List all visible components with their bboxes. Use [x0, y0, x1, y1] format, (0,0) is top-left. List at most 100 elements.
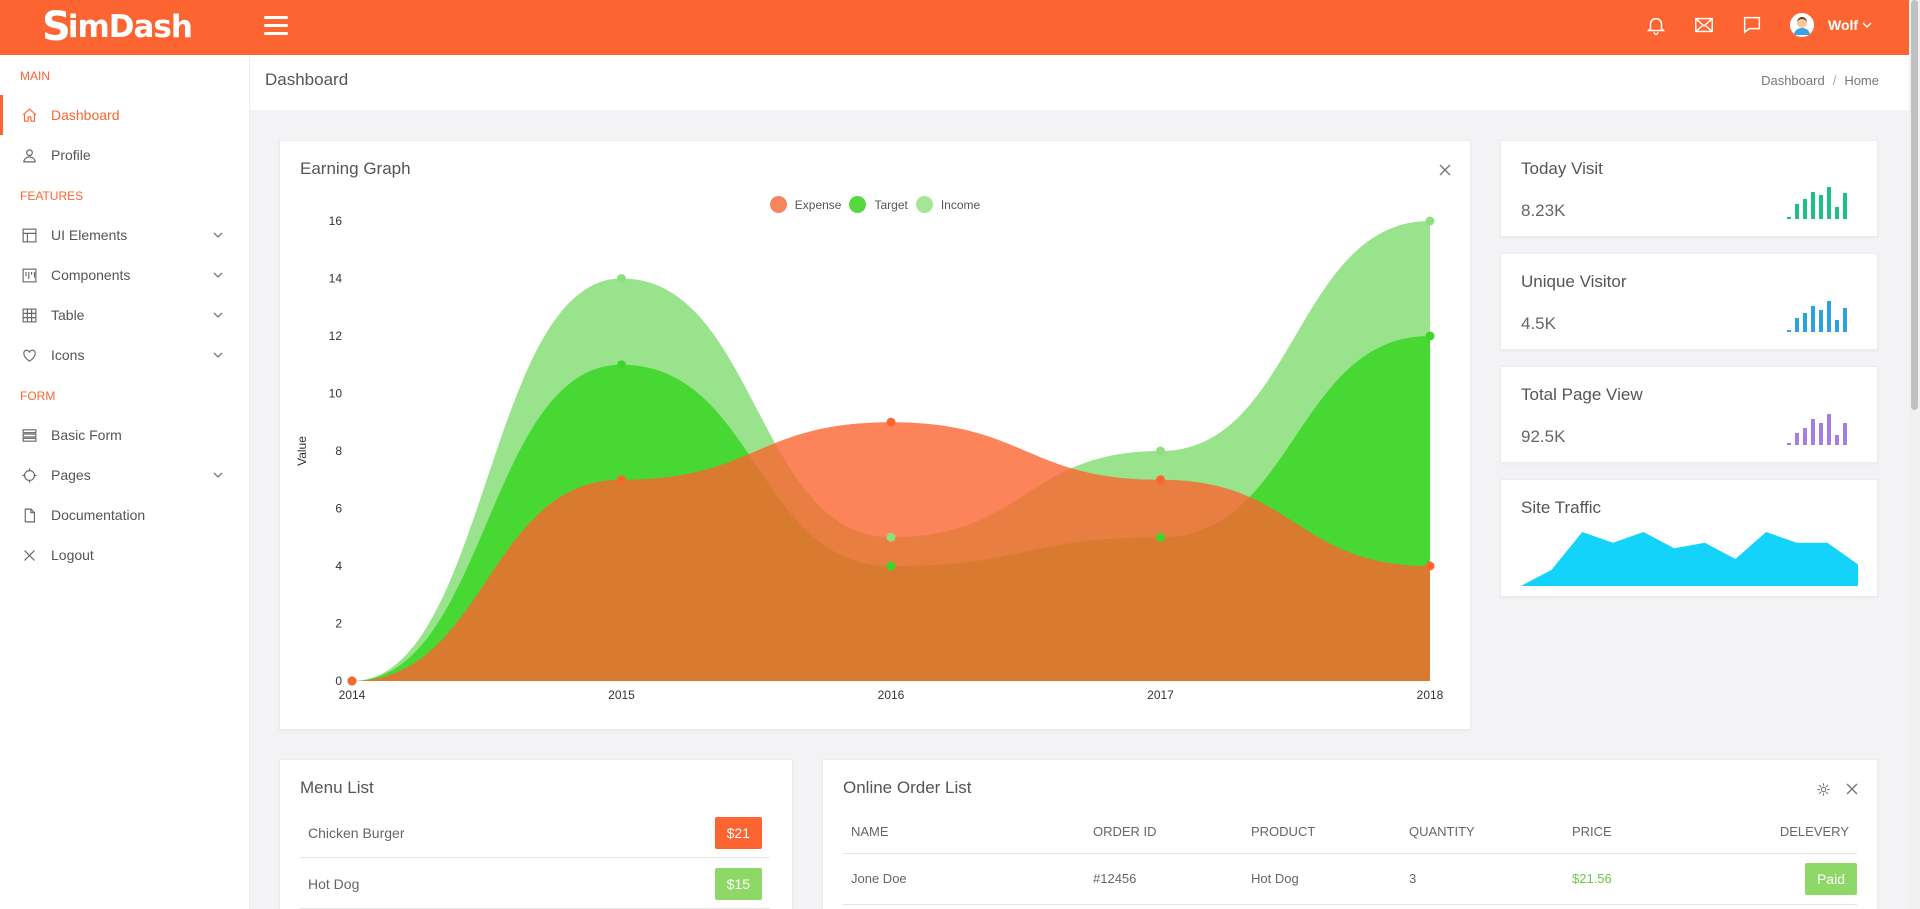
stat-title: Today Visit [1521, 159, 1603, 178]
sidebar-item-icons[interactable]: Icons [0, 335, 249, 375]
mini-bar [1827, 414, 1831, 445]
legend-label: Expense [794, 197, 842, 212]
legend-dot [769, 196, 787, 213]
logo-mark: S [42, 4, 71, 50]
page-header: Dashboard Dashboard / Home [250, 55, 1909, 110]
legend-item-target[interactable]: Target [849, 196, 908, 213]
sidebar-item-label: Logout [51, 547, 94, 563]
user-icon [20, 146, 38, 164]
sidebar-item-pages[interactable]: Pages [0, 455, 249, 495]
data-point-income[interactable] [617, 274, 626, 283]
online-order-card: Online Order List NAME ORDER ID PRODUCT … [822, 759, 1878, 909]
sidebar-item-components[interactable]: Components [0, 255, 249, 295]
chat-icon[interactable] [1741, 14, 1763, 36]
card-title: Site Traffic [1521, 498, 1601, 517]
breadcrumb: Dashboard / Home [1761, 73, 1879, 88]
legend-dot [849, 196, 867, 213]
delivery-status-badge[interactable]: Paid [1804, 863, 1857, 895]
column-header-quantity: QUANTITY [1409, 824, 1475, 839]
page-scrollbar[interactable] [1909, 0, 1920, 909]
mini-bar [1803, 428, 1807, 445]
x-tick-label: 2016 [878, 688, 905, 702]
price-badge[interactable]: $21 [714, 816, 762, 849]
y-tick-label: 14 [329, 272, 343, 286]
data-point-target[interactable] [1425, 331, 1435, 341]
sidebar-item-ui-elements[interactable]: UI Elements [0, 215, 249, 255]
close-icon[interactable] [1845, 782, 1859, 796]
mail-icon[interactable] [1693, 14, 1715, 36]
y-tick-label: 6 [335, 502, 342, 516]
data-point-income[interactable] [886, 532, 896, 542]
mini-bar [1827, 301, 1831, 332]
data-point-income[interactable] [1156, 446, 1165, 456]
mini-bar [1795, 433, 1799, 445]
mini-bar [1811, 192, 1815, 219]
sidebar-item-label: Profile [51, 147, 91, 163]
cell-price: $21.56 [1572, 871, 1612, 886]
mini-bar [1835, 207, 1839, 219]
list-item[interactable]: Chicken Burger $21 [300, 808, 770, 858]
mini-bar [1787, 330, 1791, 332]
sidebar-item-logout[interactable]: Logout [0, 535, 249, 575]
data-point-target[interactable] [617, 360, 626, 370]
mini-bar [1803, 199, 1807, 219]
sidebar-item-dashboard[interactable]: Dashboard [0, 95, 249, 135]
logo[interactable]: S imDash [42, 4, 193, 50]
bell-icon[interactable] [1645, 14, 1667, 36]
site-traffic-chart [1521, 532, 1858, 586]
mini-bar [1827, 187, 1831, 219]
close-icon[interactable] [1438, 163, 1452, 177]
user-name: Wolf [1828, 17, 1859, 33]
price-badge[interactable]: $15 [714, 867, 762, 900]
sidebar-item-table[interactable]: Table [0, 295, 249, 335]
chevron-down-icon [213, 312, 223, 318]
sidebar-item-profile[interactable]: Profile [0, 135, 249, 175]
legend-item-income[interactable]: Income [915, 196, 980, 213]
legend-dot [915, 196, 933, 213]
column-header-price: PRICE [1572, 824, 1612, 839]
table-row[interactable]: Jone Doe #12456 Hot Dog 3 $21.56 Paid [843, 855, 1857, 905]
card-title: Menu List [300, 778, 374, 797]
legend-item-expense[interactable]: Expense [769, 196, 842, 213]
table-icon [20, 306, 38, 324]
sidebar-item-label: Components [51, 267, 131, 283]
section-title-main: MAIN [20, 69, 50, 83]
data-point-target[interactable] [1156, 532, 1165, 542]
x-tick-label: 2018 [1417, 688, 1444, 702]
menu-item-name: Chicken Burger [308, 824, 405, 841]
sidebar-item-documentation[interactable]: Documentation [0, 495, 249, 535]
chevron-down-icon [213, 352, 223, 358]
data-point-target[interactable] [886, 561, 896, 571]
breadcrumb-home[interactable]: Home [1844, 73, 1879, 88]
home-icon [20, 106, 38, 124]
list-item[interactable]: Hot Dog $15 [300, 859, 770, 909]
sidebar-item-label: Pages [51, 467, 91, 483]
menu-toggle-icon[interactable] [264, 16, 288, 36]
traffic-area [1521, 532, 1858, 586]
series-area-expense[interactable] [352, 422, 1430, 681]
sidebar-item-label: Icons [51, 347, 85, 363]
mini-bar-chart [1787, 298, 1857, 332]
scrollbar-thumb[interactable] [1911, 0, 1918, 410]
sidebar-item-basic-form[interactable]: Basic Form [0, 415, 249, 455]
section-title-features: FEATURES [20, 189, 84, 203]
stat-title: Unique Visitor [1521, 272, 1627, 291]
cell-product: Hot Dog [1251, 871, 1299, 886]
data-point-expense[interactable] [1156, 475, 1165, 485]
data-point-expense[interactable] [347, 676, 357, 686]
sidebar-item-label: UI Elements [51, 227, 128, 243]
data-point-income[interactable] [1425, 216, 1435, 226]
mini-bar [1819, 310, 1823, 332]
y-tick-label: 4 [335, 559, 342, 573]
x-tick-label: 2017 [1147, 688, 1174, 702]
crosshair-icon [20, 466, 38, 484]
cell-quantity: 3 [1409, 871, 1417, 886]
column-header-order-id: ORDER ID [1093, 824, 1157, 839]
chevron-down-icon [213, 272, 223, 278]
breadcrumb-dashboard[interactable]: Dashboard [1761, 73, 1825, 88]
user-menu[interactable]: Wolf [1790, 10, 1873, 40]
data-point-expense[interactable] [617, 475, 626, 485]
data-point-expense[interactable] [1425, 561, 1435, 571]
gear-icon[interactable] [1816, 782, 1831, 797]
data-point-expense[interactable] [886, 417, 896, 427]
